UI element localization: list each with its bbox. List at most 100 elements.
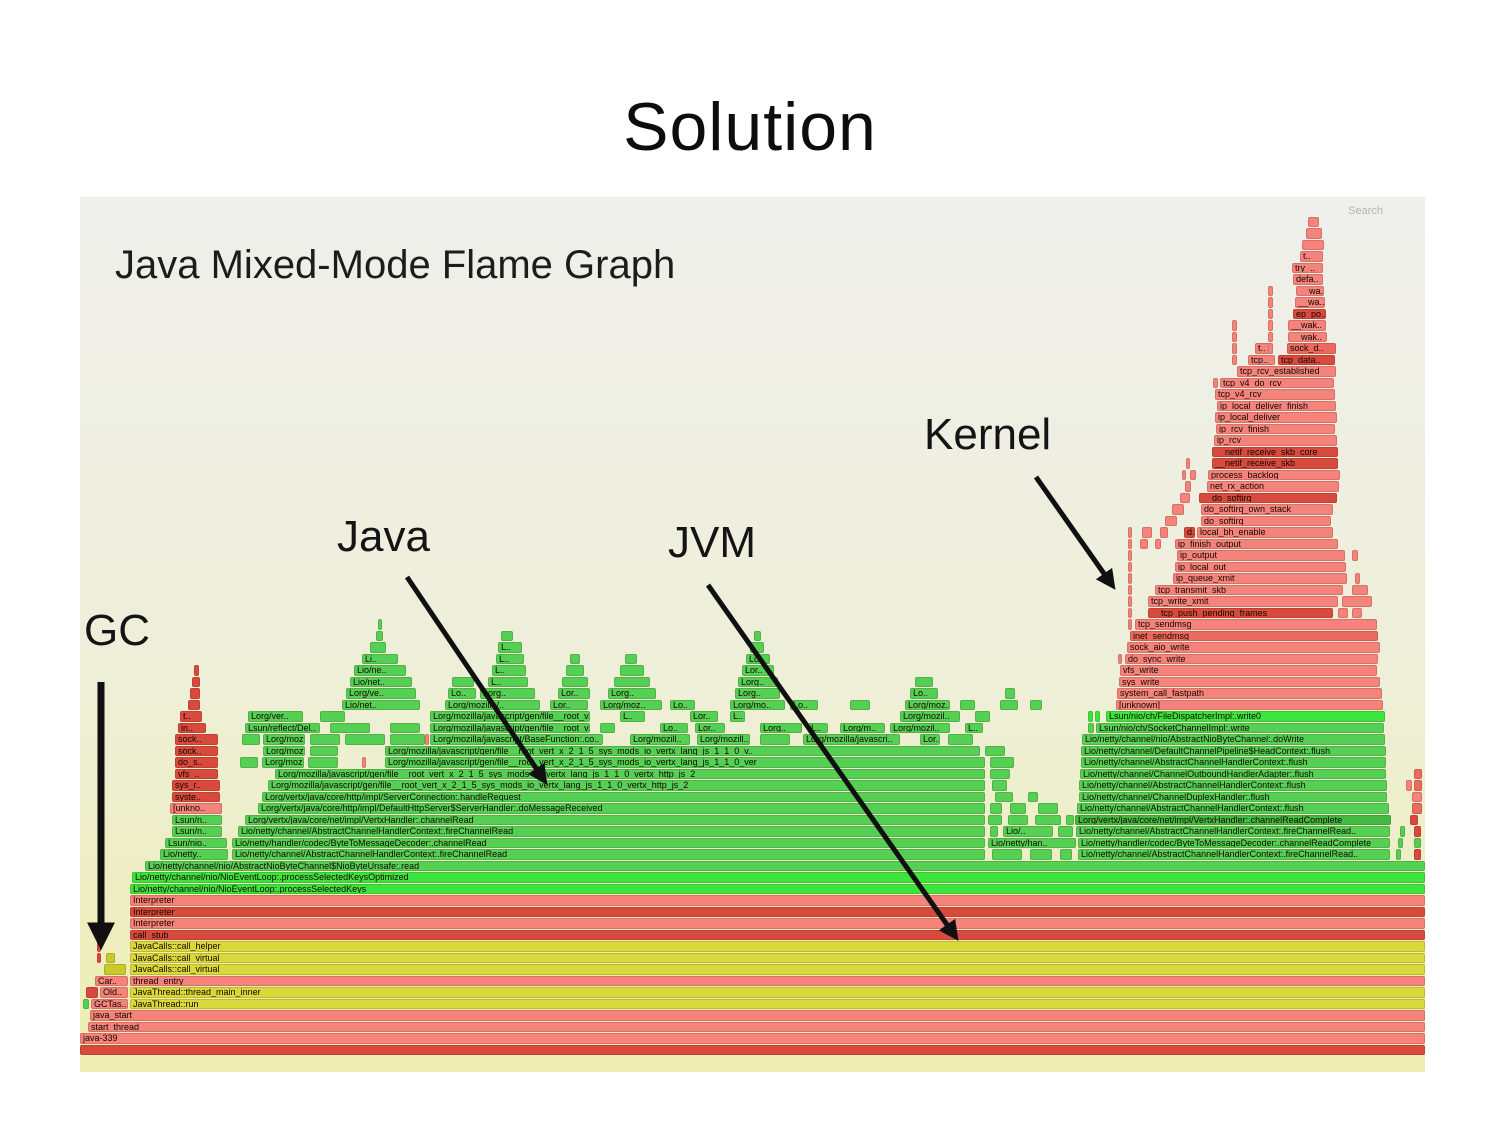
frame-bar[interactable]: Interpreter [130, 906, 1425, 918]
frame-bar[interactable]: thread_entry [130, 975, 1425, 987]
frame-bar[interactable] [1308, 216, 1319, 228]
frame-bar[interactable]: Lio/netty/channel/AbstractChannelHandler… [1081, 757, 1386, 768]
frame-bar[interactable]: Lio/netty/channel/DefaultChannelPipeline… [1081, 745, 1386, 757]
frame-bar[interactable]: inet_sendmsg [1130, 630, 1378, 642]
frame-bar[interactable]: tcp_rcv_established [1237, 366, 1336, 377]
frame-bar[interactable]: Lorg.. [608, 688, 656, 699]
frame-bar[interactable]: Lorg/vertx/java/core/net/impl/VertxHandl… [245, 814, 985, 826]
frame-bar[interactable] [915, 676, 933, 688]
frame-bar[interactable]: L.. [488, 676, 528, 688]
frame-bar[interactable] [1414, 849, 1421, 860]
frame-bar[interactable] [370, 642, 386, 653]
frame-bar[interactable] [600, 722, 615, 734]
frame-bar[interactable]: Lorg/mozilla/javascript/BaseFunction:.co… [430, 734, 603, 745]
frame-bar[interactable]: Lorg/mozill.. [697, 734, 750, 745]
frame-bar[interactable]: Lio/netty/channel/ChannelDuplexHandler:.… [1079, 791, 1387, 803]
frame-bar[interactable]: sock.. [175, 734, 218, 745]
frame-bar[interactable] [1186, 458, 1190, 469]
frame-bar[interactable] [1268, 320, 1273, 331]
frame-bar[interactable]: Lio/netty/channel/nio/NioEventLoop:.proc… [130, 883, 1425, 895]
frame-bar[interactable] [1268, 285, 1273, 297]
frame-bar[interactable]: Lorg/ver.. [248, 711, 303, 722]
frame-bar[interactable]: Lio/.. [1003, 826, 1053, 837]
frame-bar[interactable]: ip_queue_xmit [1173, 573, 1347, 584]
frame-bar[interactable]: ip_rcv [1214, 435, 1337, 446]
frame-bar[interactable] [83, 998, 89, 1010]
frame-bar[interactable] [1268, 331, 1273, 343]
frame-bar[interactable]: Lor.. [690, 711, 718, 722]
frame-bar[interactable] [320, 711, 345, 722]
frame-bar[interactable] [995, 791, 1013, 803]
frame-bar[interactable]: Lor.. [920, 734, 940, 745]
frame-bar[interactable]: in.. [178, 722, 206, 734]
frame-bar[interactable] [97, 941, 101, 952]
frame-bar[interactable] [1232, 320, 1237, 331]
frame-bar[interactable] [625, 653, 637, 665]
frame-bar[interactable]: Lio/netty.. [160, 849, 228, 860]
frame-bar[interactable]: do_softirq [1201, 515, 1331, 527]
frame-bar[interactable] [80, 1044, 1425, 1056]
frame-bar[interactable] [1128, 573, 1132, 584]
frame-bar[interactable]: Lorg/m.. [840, 722, 885, 734]
frame-bar[interactable]: ip_output [1177, 550, 1345, 561]
frame-bar[interactable]: Lorg.. [735, 688, 780, 699]
frame-bar[interactable]: Lio/netty/channel/AbstractChannelHandler… [1077, 803, 1389, 814]
frame-bar[interactable] [1412, 803, 1422, 814]
frame-bar[interactable] [1396, 849, 1401, 860]
frame-bar[interactable] [104, 964, 126, 975]
frame-bar[interactable] [1302, 239, 1324, 251]
frame-bar[interactable] [310, 734, 340, 745]
frame-bar[interactable]: [unkno.. [170, 803, 222, 814]
frame-bar[interactable] [1142, 527, 1152, 538]
frame-bar[interactable]: L.. [730, 711, 745, 722]
frame-bar[interactable] [390, 734, 425, 745]
frame-bar[interactable]: L.. [808, 722, 828, 734]
frame-bar[interactable] [1352, 607, 1362, 619]
frame-bar[interactable]: Lo.. [790, 699, 818, 711]
frame-bar[interactable]: GCTas.. [91, 998, 128, 1010]
frame-bar[interactable]: Interpreter [130, 895, 1425, 906]
frame-bar[interactable]: tcp_data.. [1278, 354, 1335, 366]
frame-bar[interactable] [614, 676, 650, 688]
frame-bar[interactable] [1398, 837, 1403, 849]
frame-bar[interactable] [1414, 826, 1421, 837]
frame-bar[interactable] [190, 688, 200, 699]
frame-bar[interactable] [566, 665, 584, 676]
frame-bar[interactable]: __tcp_push_pending_frames [1148, 607, 1333, 619]
frame-bar[interactable]: JavaCalls::call_virtual [130, 964, 1425, 975]
frame-bar[interactable]: Lorg/vertx/java/core/net/impl/VertxHandl… [1075, 814, 1391, 826]
frame-bar[interactable] [1128, 607, 1132, 619]
frame-bar[interactable]: Lo.. [910, 688, 938, 699]
frame-bar[interactable]: Lorg/mozill.. [630, 734, 690, 745]
frame-bar[interactable]: java_start [90, 1010, 1425, 1021]
frame-bar[interactable] [1268, 308, 1273, 320]
frame-bar[interactable] [988, 814, 1002, 826]
frame-bar[interactable] [1185, 481, 1191, 492]
frame-bar[interactable] [1232, 343, 1237, 354]
frame-bar[interactable]: Lio/netty/handler/codec/ByteToMessageDec… [232, 837, 985, 849]
frame-bar[interactable]: JavaCalls::call_helper [130, 941, 1425, 952]
frame-bar[interactable]: ip_local_deliver [1215, 412, 1337, 423]
frame-bar[interactable] [1128, 596, 1132, 607]
frame-bar[interactable]: Lo.. [660, 722, 688, 734]
frame-bar[interactable]: JavaThread::thread_main_inner [130, 987, 1425, 998]
frame-bar[interactable] [1414, 780, 1422, 791]
frame-bar[interactable]: local_bh_enable [1197, 527, 1333, 538]
frame-bar[interactable]: Lio/net.. [342, 699, 420, 711]
frame-bar[interactable] [240, 757, 258, 768]
frame-bar[interactable] [1030, 849, 1052, 860]
frame-bar[interactable]: ip_local_out [1175, 561, 1346, 573]
frame-bar[interactable]: sock.. [175, 745, 218, 757]
frame-bar[interactable]: Lorg.. [738, 676, 778, 688]
frame-bar[interactable]: Lo.. [448, 688, 476, 699]
frame-bar[interactable] [1128, 584, 1132, 596]
frame-bar[interactable]: sys_write [1119, 676, 1380, 688]
frame-bar[interactable] [188, 699, 200, 711]
frame-bar[interactable] [1165, 515, 1177, 527]
frame-bar[interactable] [86, 987, 98, 998]
frame-bar[interactable]: Lsun/nio.. [165, 837, 227, 849]
frame-bar[interactable] [1128, 619, 1132, 630]
frame-bar[interactable]: __wak.. [1288, 320, 1326, 331]
frame-bar[interactable] [1010, 803, 1026, 814]
frame-bar[interactable] [1128, 538, 1132, 550]
